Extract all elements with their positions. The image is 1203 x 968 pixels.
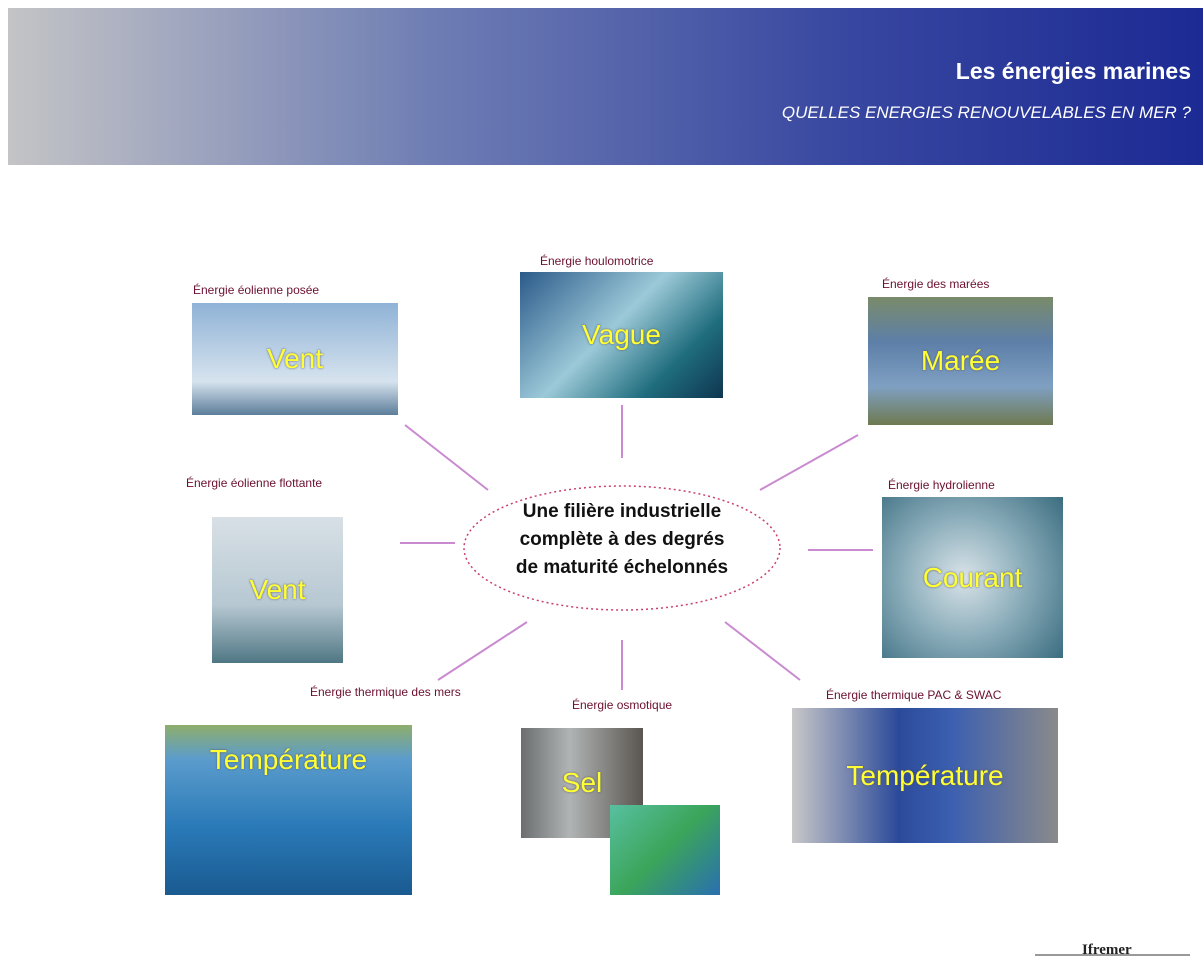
node-label: Énergie thermique PAC & SWAC (826, 688, 1002, 702)
node-label: Énergie éolienne posée (193, 283, 320, 297)
center-line: de maturité échelonnés (515, 557, 729, 578)
node-image: Vent (212, 517, 343, 663)
node-label: Énergie thermique des mers (310, 685, 461, 699)
header-banner: Les énergies marines QUELLES ENERGIES RE… (8, 8, 1203, 165)
image-text: Marée (920, 345, 1001, 376)
image-text: Température (209, 744, 368, 775)
center-line: Une filière industrielle (522, 501, 722, 522)
image-text: Température (846, 759, 1004, 791)
image-text: Vent (266, 343, 324, 374)
osmotic-diagram (610, 805, 720, 895)
node-image: Vent (192, 303, 398, 415)
node-label: Énergie osmotique (572, 698, 673, 712)
node-image: Marée (868, 297, 1053, 425)
node-label: Énergie houlomotrice (540, 254, 654, 268)
subtitle: QUELLES ENERGIES RENOUVELABLES EN MER ? (781, 103, 1191, 122)
image-text: Sel (561, 767, 603, 798)
node-image: Température (165, 725, 412, 895)
logo: Ifremer (1082, 942, 1132, 958)
node-image: Vague (520, 272, 723, 398)
title: Les énergies marines (955, 58, 1191, 84)
center-line: complète à des degrés (519, 529, 725, 550)
node-image: Température (792, 708, 1058, 843)
center-text: Une filière industrielle complète à des … (464, 498, 780, 582)
image-text: Vent (249, 574, 306, 605)
node-label: Énergie hydrolienne (888, 478, 995, 492)
image-text: Vague (582, 319, 661, 350)
image-text: Courant (922, 561, 1023, 593)
node-label: Énergie des marées (882, 277, 990, 291)
node-image: Courant (882, 497, 1063, 658)
node-label: Énergie éolienne flottante (186, 476, 323, 490)
